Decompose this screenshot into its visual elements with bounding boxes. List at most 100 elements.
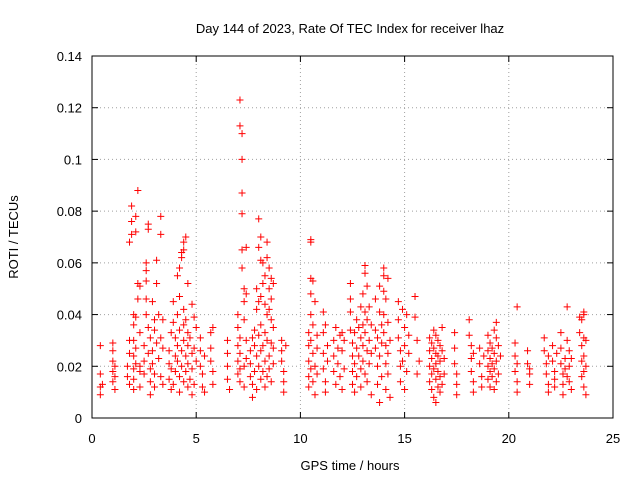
data-point-plus xyxy=(578,373,586,381)
data-point-plus xyxy=(582,362,590,370)
data-point-plus xyxy=(190,380,198,388)
data-point-plus xyxy=(265,352,273,360)
data-point-plus xyxy=(157,212,165,220)
data-point-plus xyxy=(132,228,140,236)
data-point-plus xyxy=(553,349,561,357)
data-point-plus xyxy=(263,336,271,344)
data-point-plus xyxy=(465,316,473,324)
data-point-plus xyxy=(340,336,348,344)
data-point-plus xyxy=(242,290,250,298)
data-point-plus xyxy=(142,295,150,303)
data-point-plus xyxy=(140,342,148,350)
data-point-plus xyxy=(184,383,192,391)
data-point-plus xyxy=(371,295,379,303)
data-point-plus xyxy=(486,383,494,391)
data-point-plus xyxy=(346,326,354,334)
data-point-plus xyxy=(305,383,313,391)
data-point-plus xyxy=(492,378,500,386)
data-point-plus xyxy=(278,347,286,355)
data-point-plus xyxy=(513,303,521,311)
data-point-plus xyxy=(251,367,259,375)
data-point-plus xyxy=(578,342,586,350)
data-point-plus xyxy=(267,295,275,303)
data-point-plus xyxy=(413,336,421,344)
data-point-plus xyxy=(580,311,588,319)
data-point-plus xyxy=(313,344,321,352)
data-point-plus xyxy=(132,212,140,220)
data-point-plus xyxy=(261,357,269,365)
data-point-plus xyxy=(130,365,138,373)
data-point-plus xyxy=(192,357,200,365)
data-point-plus xyxy=(190,344,198,352)
data-point-plus xyxy=(319,365,327,373)
data-point-plus xyxy=(559,391,567,399)
data-point-plus xyxy=(282,342,290,350)
data-point-plus xyxy=(426,362,434,370)
data-point-plus xyxy=(148,347,156,355)
data-point-plus xyxy=(236,349,244,357)
data-point-plus xyxy=(332,380,340,388)
data-point-plus xyxy=(165,347,173,355)
data-point-plus xyxy=(465,331,473,339)
data-point-plus xyxy=(440,355,448,363)
data-point-plus xyxy=(478,383,486,391)
data-point-plus xyxy=(188,365,196,373)
data-point-plus xyxy=(255,243,263,251)
data-point-plus xyxy=(255,362,263,370)
data-point-plus xyxy=(257,375,265,383)
data-point-plus xyxy=(269,280,277,288)
data-point-plus xyxy=(238,130,246,138)
data-point-plus xyxy=(238,246,246,254)
data-point-plus xyxy=(490,326,498,334)
data-point-plus xyxy=(307,311,315,319)
data-point-plus xyxy=(386,393,394,401)
data-point-plus xyxy=(453,391,461,399)
data-point-plus xyxy=(492,357,500,365)
data-point-plus xyxy=(171,334,179,342)
data-point-plus xyxy=(307,336,315,344)
data-point-plus xyxy=(565,347,573,355)
data-point-plus xyxy=(209,367,217,375)
data-point-plus xyxy=(488,360,496,368)
data-point-plus xyxy=(367,391,375,399)
data-point-plus xyxy=(490,365,498,373)
data-point-plus xyxy=(374,362,382,370)
data-point-plus xyxy=(578,357,586,365)
data-point-plus xyxy=(436,373,444,381)
data-point-plus xyxy=(351,360,359,368)
data-point-plus xyxy=(526,365,534,373)
data-point-plus xyxy=(511,352,519,360)
data-point-plus xyxy=(542,370,550,378)
data-point-plus xyxy=(257,292,265,300)
data-point-plus xyxy=(246,347,254,355)
data-point-plus xyxy=(236,122,244,130)
data-point-plus xyxy=(376,352,384,360)
data-point-plus xyxy=(378,321,386,329)
data-point-plus xyxy=(434,367,442,375)
data-point-plus xyxy=(323,342,331,350)
data-point-plus xyxy=(223,336,231,344)
data-point-plus xyxy=(334,344,342,352)
data-point-plus xyxy=(371,344,379,352)
data-point-plus xyxy=(234,342,242,350)
data-point-plus xyxy=(382,295,390,303)
data-point-plus xyxy=(428,386,436,394)
data-point-plus xyxy=(413,370,421,378)
data-point-plus xyxy=(159,344,167,352)
data-point-plus xyxy=(330,367,338,375)
data-point-plus xyxy=(469,378,477,386)
data-point-plus xyxy=(257,321,265,329)
data-point-plus xyxy=(467,342,475,350)
y-tick-label: 0 xyxy=(75,411,82,426)
data-point-plus xyxy=(111,362,119,370)
data-point-plus xyxy=(242,336,250,344)
data-point-plus xyxy=(374,380,382,388)
data-point-plus xyxy=(476,344,484,352)
data-point-plus xyxy=(157,373,165,381)
data-point-plus xyxy=(321,388,329,396)
data-point-plus xyxy=(184,329,192,337)
data-point-plus xyxy=(98,380,106,388)
data-point-plus xyxy=(582,391,590,399)
data-point-plus xyxy=(148,298,156,306)
